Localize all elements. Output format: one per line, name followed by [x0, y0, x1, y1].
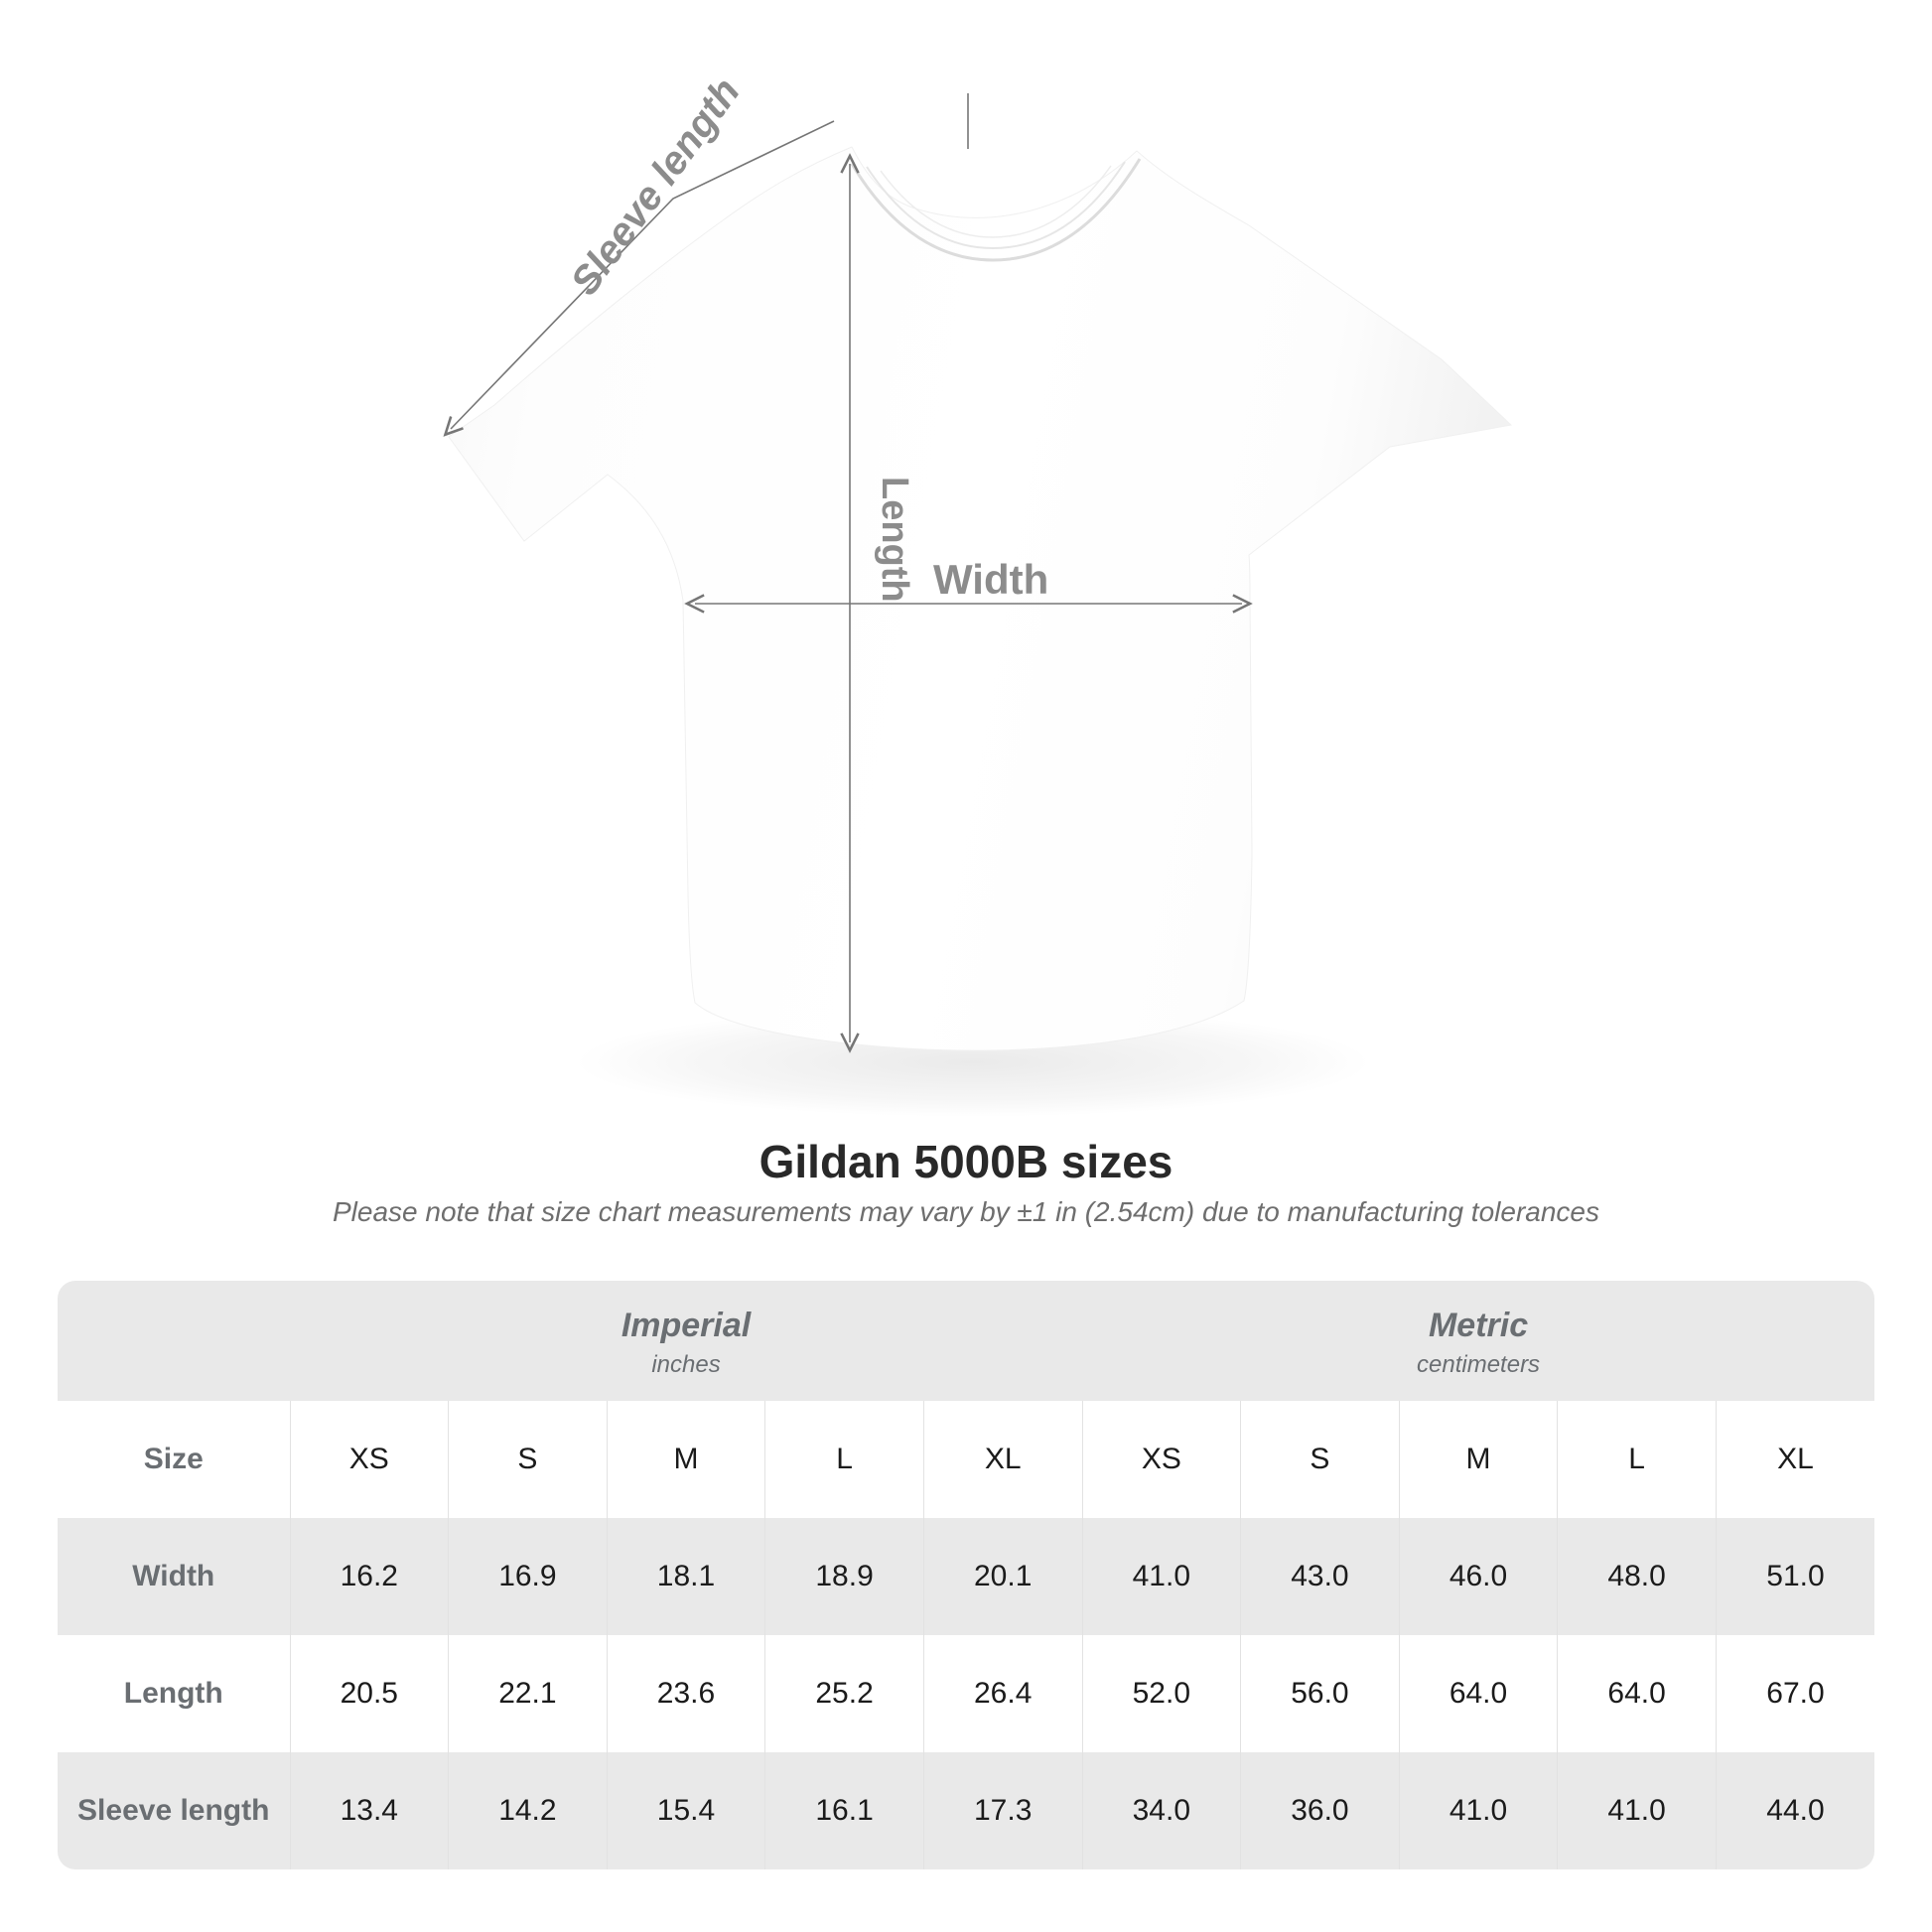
svg-text:Width: Width: [933, 556, 1048, 603]
svg-text:Length: Length: [874, 477, 915, 603]
